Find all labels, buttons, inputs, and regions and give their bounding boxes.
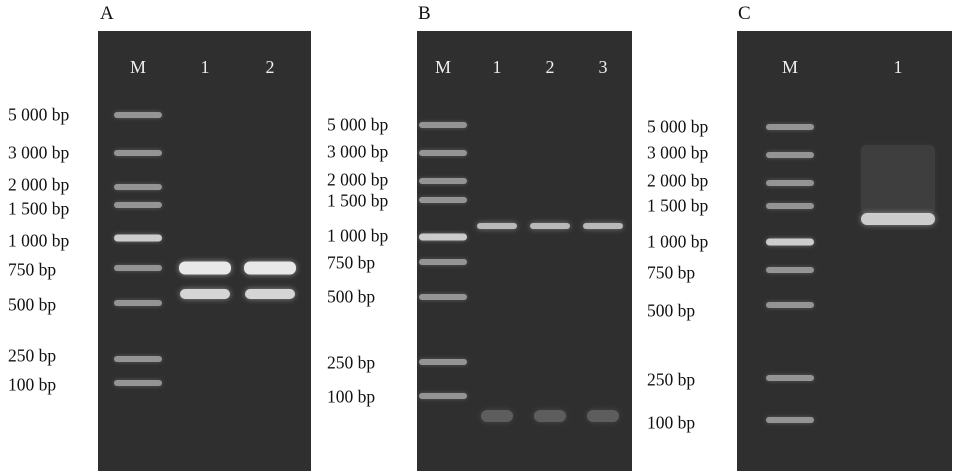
marker-band [114,150,162,156]
marker-band [766,152,814,158]
marker-size-label: 3 000 bp [647,142,709,163]
marker-size-label: 100 bp [8,374,57,395]
gel-image-panel-B: M 1 2 3 [417,31,632,471]
marker-size-label: 1 000 bp [647,231,709,252]
marker-size-label: 250 bp [327,352,376,373]
sample-band [861,145,935,215]
marker-size-label: 750 bp [8,259,57,280]
marker-band [766,180,814,186]
lane-label: 1 [200,57,210,77]
panel-letter: A [100,3,114,24]
marker-size-label: 250 bp [8,345,57,366]
marker-size-label: 2 000 bp [8,174,70,195]
marker-size-label: 1 000 bp [8,230,70,251]
marker-band [114,265,162,271]
marker-band [114,300,162,306]
marker-band [766,417,814,423]
marker-band [419,122,467,128]
marker-band [766,375,814,381]
marker-band [419,259,467,265]
marker-size-label: 5 000 bp [8,104,70,125]
lane-label: M [434,57,452,77]
sample-band [245,289,295,299]
marker-band [114,234,162,242]
panel-letter: C [738,3,751,24]
marker-band [766,267,814,273]
sample-band [587,410,619,422]
gel-image-panel-A: M 1 2 [98,31,311,471]
lane-label: M [129,57,147,77]
marker-size-label: 500 bp [327,286,376,307]
sample-band [179,261,231,275]
marker-size-label: 500 bp [8,294,57,315]
marker-size-label: 1 500 bp [327,190,389,211]
marker-size-label: 500 bp [647,300,696,321]
marker-size-label: 100 bp [647,412,696,433]
marker-band [419,233,467,241]
marker-size-label: 100 bp [327,386,376,407]
marker-size-label: 5 000 bp [647,116,709,137]
lane-label: 1 [893,57,903,77]
lane-label: 2 [545,57,555,77]
marker-band [766,238,814,246]
lane-label: 2 [265,57,275,77]
panel-letter: B [418,3,431,24]
sample-band [583,223,623,229]
lane-label: M [781,57,799,77]
marker-band [766,203,814,209]
lane-label: 3 [598,57,608,77]
marker-size-label: 3 000 bp [327,141,389,162]
marker-size-label: 750 bp [327,252,376,273]
marker-size-label: 3 000 bp [8,142,70,163]
marker-band [419,150,467,156]
marker-band [419,294,467,300]
marker-band [419,393,467,399]
sample-band [534,410,566,422]
marker-size-label: 5 000 bp [327,114,389,135]
sample-band [244,261,296,275]
marker-size-label: 2 000 bp [327,169,389,190]
marker-band [419,197,467,203]
marker-band [114,380,162,386]
marker-size-label: 1 000 bp [327,225,389,246]
marker-band [419,178,467,184]
sample-band [477,223,517,229]
marker-band [766,302,814,308]
marker-size-label: 750 bp [647,262,696,283]
marker-size-label: 2 000 bp [647,170,709,191]
marker-size-label: 250 bp [647,369,696,390]
sample-band [530,223,570,229]
marker-band [114,112,162,118]
marker-band [419,359,467,365]
marker-band [766,124,814,130]
marker-size-label: 1 500 bp [647,195,709,216]
sample-band [481,410,513,422]
marker-band [114,184,162,190]
sample-band [180,289,230,299]
marker-band [114,202,162,208]
sample-band [861,213,935,225]
lane-label: 1 [492,57,502,77]
marker-band [114,356,162,362]
marker-size-label: 1 500 bp [8,198,70,219]
